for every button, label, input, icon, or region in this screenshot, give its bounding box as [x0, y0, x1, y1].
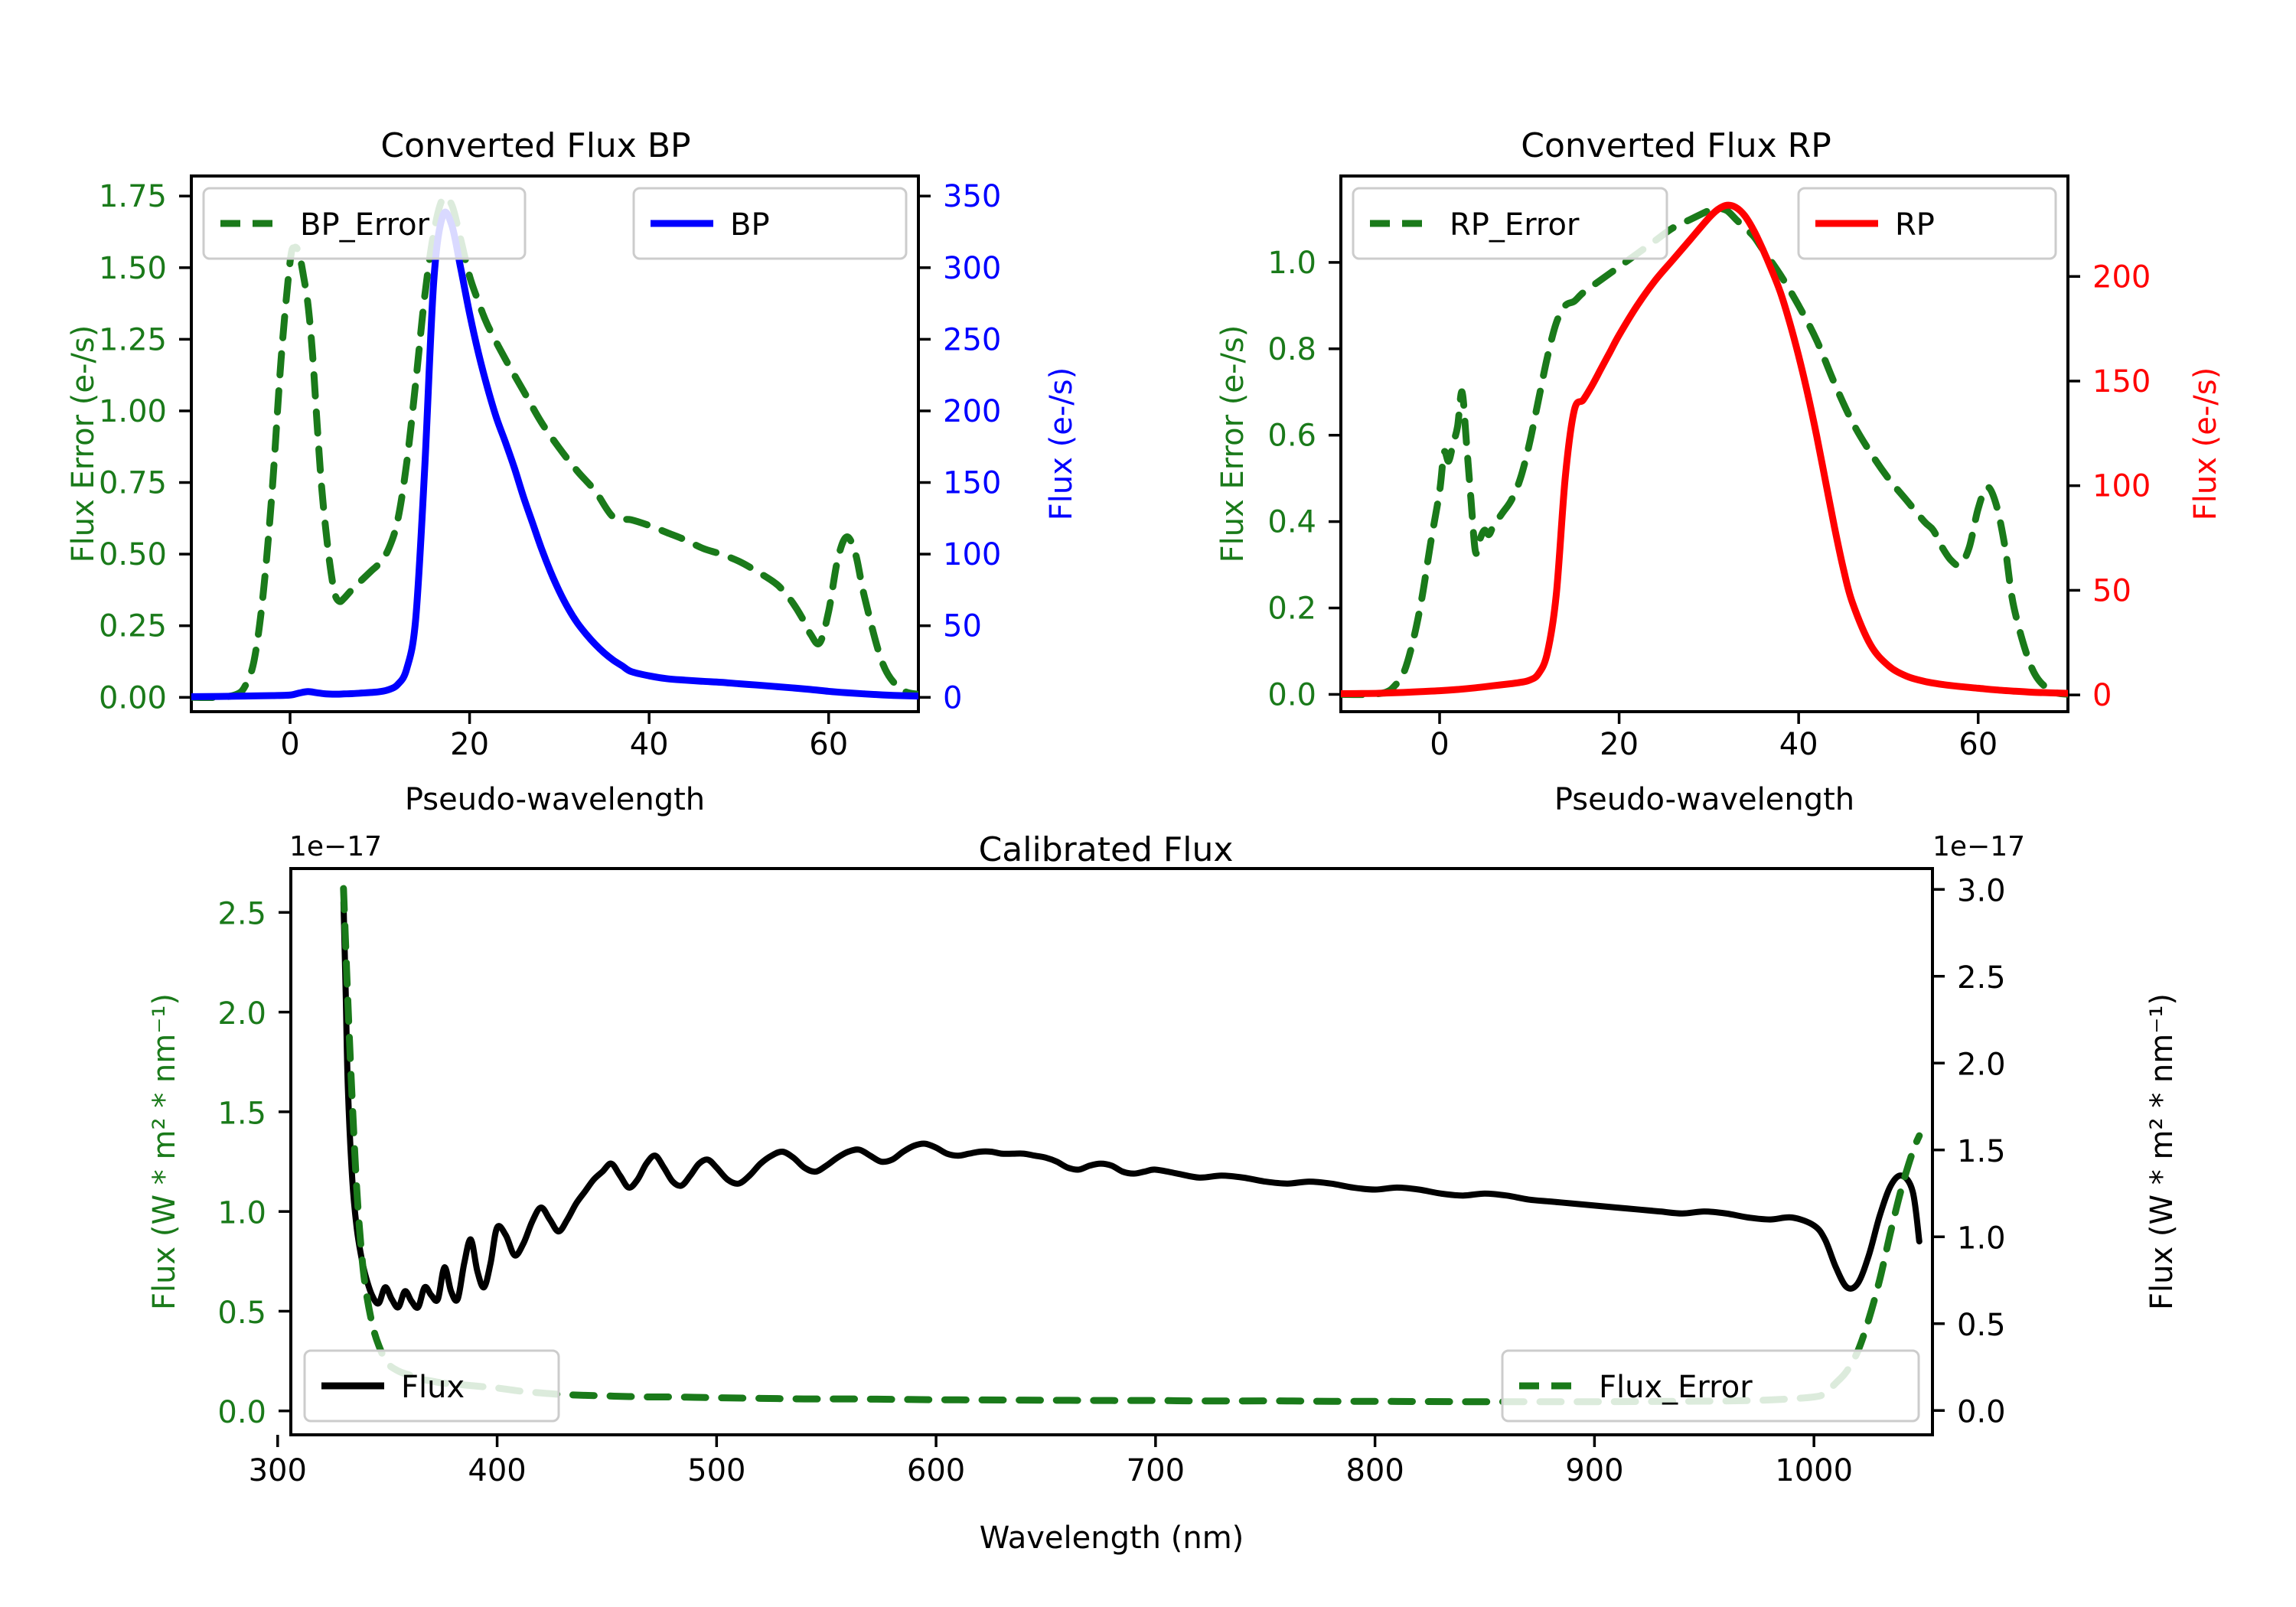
svg-text:0.25: 0.25 — [99, 609, 167, 644]
calibrated-flux-error-curve — [340, 885, 1923, 1406]
bp-yaxis-left-label: Flux Error (e-/s) — [66, 325, 101, 563]
bp-chart-svg: Converted Flux BP 0.00 0.25 0.50 0.75 1.00 1.… — [66, 126, 1079, 817]
svg-text:0.75: 0.75 — [99, 466, 167, 501]
rp-yaxis-right-label: Flux (e-/s) — [2188, 367, 2223, 520]
rp-yaxis-left-label: Flux Error (e-/s) — [1215, 325, 1251, 563]
rp-legend[interactable]: RP — [1797, 187, 2057, 260]
svg-text:1.0: 1.0 — [1267, 246, 1316, 281]
rp-title: Converted Flux RP — [1521, 126, 1831, 165]
panel-converted-flux-bp: Converted Flux BP 0.00 0.25 0.50 0.75 1.00 1.… — [0, 0, 1148, 826]
svg-text:100: 100 — [2092, 469, 2151, 504]
bp-xaxis-label: Pseudo-wavelength — [405, 782, 705, 817]
rp-legend-label: RP — [1895, 207, 1935, 243]
calibrated-yaxis-left-label: Flux (W * m² * nm⁻¹) — [147, 993, 182, 1310]
svg-text:0.00: 0.00 — [99, 680, 167, 715]
rp-error-legend-label: RP_Error — [1450, 207, 1580, 243]
svg-text:100: 100 — [943, 537, 1001, 572]
calibrated-chart-svg: Calibrated Flux 1e−17 1e−17 0.0 0.5 1.0 1.5… — [147, 830, 2180, 1556]
rp-xaxis-label: Pseudo-wavelength — [1554, 782, 1854, 817]
svg-text:0.50: 0.50 — [99, 537, 167, 572]
bp-yaxis-right-label: Flux (e-/s) — [1044, 367, 1079, 520]
bp-flux-curve — [191, 208, 918, 700]
calibrated-flux-error-legend-label: Flux_Error — [1599, 1370, 1753, 1405]
svg-text:0.4: 0.4 — [1267, 505, 1316, 540]
svg-text:1.50: 1.50 — [99, 251, 167, 286]
calibrated-title: Calibrated Flux — [979, 830, 1234, 869]
svg-text:60: 60 — [809, 727, 848, 762]
svg-text:300: 300 — [943, 251, 1001, 286]
svg-text:2.5: 2.5 — [217, 897, 266, 932]
rp-chart-svg: Converted Flux RP 0.0 0.2 0.4 0.6 0.8 1.0 0 50 1… — [1215, 126, 2223, 817]
svg-text:300: 300 — [249, 1453, 307, 1488]
bp-error-legend-label: BP_Error — [300, 207, 430, 243]
svg-text:0.6: 0.6 — [1267, 419, 1316, 454]
svg-text:400: 400 — [468, 1453, 526, 1488]
svg-text:0: 0 — [280, 727, 299, 762]
svg-text:0.5: 0.5 — [217, 1296, 266, 1331]
svg-text:50: 50 — [943, 609, 982, 644]
rp-flux-curve — [1341, 201, 2068, 697]
svg-text:40: 40 — [1779, 727, 1818, 762]
svg-text:1000: 1000 — [1775, 1453, 1853, 1488]
svg-text:20: 20 — [450, 727, 489, 762]
svg-text:900: 900 — [1565, 1453, 1623, 1488]
rp-error-curve — [1341, 204, 2068, 699]
svg-text:2.5: 2.5 — [1957, 960, 2006, 996]
svg-text:150: 150 — [943, 466, 1001, 501]
svg-text:700: 700 — [1127, 1453, 1185, 1488]
bp-error-legend[interactable]: BP_Error — [202, 187, 527, 260]
svg-text:1.0: 1.0 — [217, 1196, 266, 1231]
svg-text:600: 600 — [907, 1453, 965, 1488]
svg-text:0.0: 0.0 — [1957, 1395, 2006, 1430]
svg-text:1.75: 1.75 — [99, 179, 167, 214]
bp-error-curve — [191, 193, 918, 702]
bp-title: Converted Flux BP — [380, 126, 690, 165]
calibrated-flux-error-legend[interactable]: Flux_Error — [1501, 1349, 1920, 1423]
panel-calibrated-flux: Calibrated Flux 1e−17 1e−17 0.0 0.5 1.0 1.5… — [0, 826, 2296, 1607]
svg-text:60: 60 — [1958, 727, 1998, 762]
svg-text:500: 500 — [687, 1453, 745, 1488]
svg-text:150: 150 — [2092, 364, 2151, 399]
svg-text:1.25: 1.25 — [99, 322, 167, 357]
svg-text:0: 0 — [943, 680, 962, 715]
svg-text:200: 200 — [2092, 259, 2151, 295]
svg-text:3.0: 3.0 — [1957, 874, 2006, 909]
svg-text:800: 800 — [1345, 1453, 1404, 1488]
left-axis-offset-label: 1e−17 — [289, 831, 382, 862]
calibrated-flux-legend-label: Flux — [401, 1370, 465, 1405]
bp-legend-label: BP — [730, 207, 770, 243]
svg-text:2.0: 2.0 — [1957, 1048, 2006, 1083]
rp-error-legend[interactable]: RP_Error — [1352, 187, 1668, 260]
right-axis-offset-label: 1e−17 — [1932, 831, 2025, 862]
svg-text:350: 350 — [943, 179, 1001, 214]
svg-text:1.5: 1.5 — [217, 1096, 266, 1131]
svg-text:0.5: 0.5 — [1957, 1308, 2006, 1343]
svg-text:1.5: 1.5 — [1957, 1134, 2006, 1169]
svg-text:200: 200 — [943, 394, 1001, 429]
panel-converted-flux-rp: Converted Flux RP 0.0 0.2 0.4 0.6 0.8 1.0 0 50 1… — [1148, 0, 2296, 826]
svg-text:0.2: 0.2 — [1267, 592, 1316, 627]
svg-text:0.0: 0.0 — [1267, 677, 1316, 712]
calibrated-yaxis-right-label: Flux (W * m² * nm⁻¹) — [2144, 993, 2180, 1310]
svg-text:40: 40 — [630, 727, 669, 762]
svg-text:1.0: 1.0 — [1957, 1221, 2006, 1257]
svg-text:0: 0 — [1430, 727, 1449, 762]
svg-text:50: 50 — [2092, 573, 2131, 608]
svg-text:0: 0 — [2092, 678, 2112, 713]
svg-text:20: 20 — [1600, 727, 1639, 762]
calibrated-flux-legend[interactable]: Flux — [303, 1349, 560, 1423]
calibrated-flux-curve — [340, 899, 1923, 1311]
calibrated-xaxis-label: Wavelength (nm) — [980, 1521, 1244, 1556]
svg-text:2.0: 2.0 — [217, 996, 266, 1032]
svg-text:0.8: 0.8 — [1267, 332, 1316, 367]
bp-legend[interactable]: BP — [632, 187, 908, 260]
svg-text:1.00: 1.00 — [99, 394, 167, 429]
svg-text:250: 250 — [943, 322, 1001, 357]
svg-text:0.0: 0.0 — [217, 1395, 266, 1430]
